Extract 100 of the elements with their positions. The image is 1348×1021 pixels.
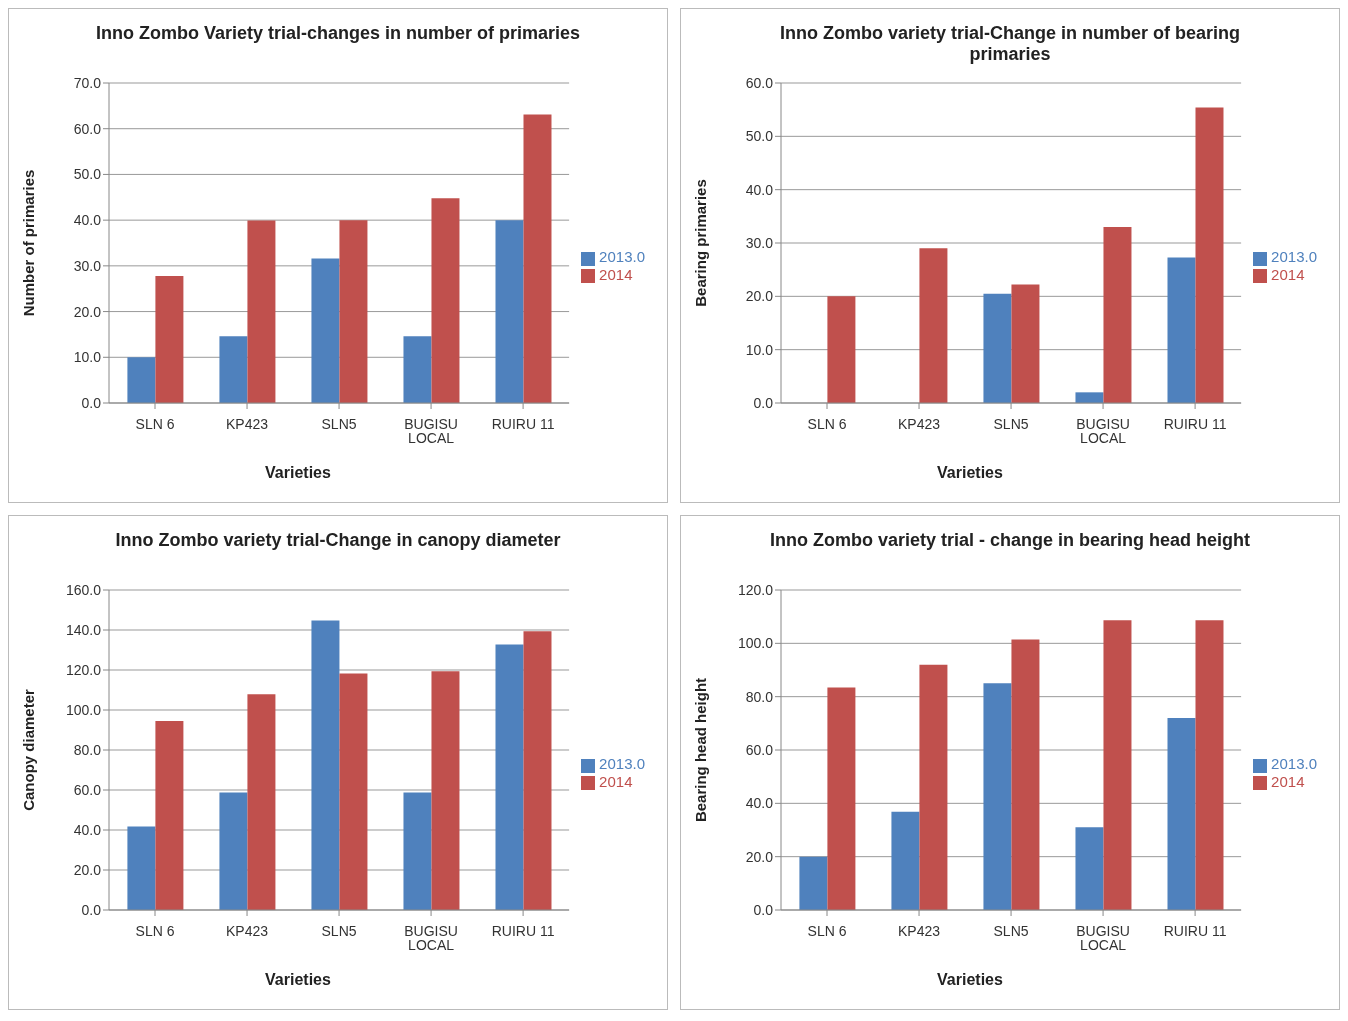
x-tick-label: KP423 bbox=[226, 415, 269, 432]
x-tick-label: RUIRU 11 bbox=[491, 415, 555, 432]
bar bbox=[1195, 620, 1224, 910]
bar bbox=[827, 296, 856, 403]
legend-label: 2014 bbox=[599, 265, 633, 283]
y-tick-label: 160.0 bbox=[65, 581, 102, 598]
bar bbox=[495, 220, 524, 403]
legend-label: 2014 bbox=[599, 772, 633, 790]
x-tick-label: SLN5 bbox=[993, 415, 1029, 432]
y-tick-label: 30.0 bbox=[745, 234, 774, 251]
bar bbox=[827, 687, 856, 910]
bar bbox=[219, 336, 248, 403]
y-tick-label: 20.0 bbox=[745, 848, 774, 865]
legend-label: 2013.0 bbox=[1271, 755, 1317, 773]
bar bbox=[1011, 639, 1040, 910]
y-axis-title: Canopy diameter bbox=[20, 688, 38, 811]
y-tick-label: 100.0 bbox=[65, 701, 102, 718]
y-tick-label: 60.0 bbox=[73, 120, 102, 137]
bar bbox=[311, 258, 340, 403]
chart-title: Inno Zombo Variety trial-changes in number of primaries bbox=[94, 22, 582, 45]
y-tick-label: 70.0 bbox=[73, 74, 102, 91]
bar bbox=[247, 220, 276, 403]
y-tick-label: 60.0 bbox=[745, 74, 774, 91]
bar bbox=[1075, 827, 1104, 910]
bar bbox=[919, 248, 948, 403]
bar bbox=[431, 671, 460, 910]
bar bbox=[1167, 718, 1196, 910]
bar bbox=[127, 357, 156, 403]
y-tick-label: 40.0 bbox=[73, 212, 102, 229]
y-tick-label: 140.0 bbox=[65, 621, 102, 638]
x-tick-label: BUGISU LOCAL bbox=[1076, 415, 1130, 446]
y-tick-label: 120.0 bbox=[65, 661, 102, 678]
bar bbox=[799, 856, 828, 910]
bar bbox=[219, 792, 248, 910]
y-tick-label: 50.0 bbox=[745, 128, 774, 145]
y-tick-label: 40.0 bbox=[745, 795, 774, 812]
bar bbox=[247, 694, 276, 910]
bar bbox=[1195, 107, 1224, 403]
bar bbox=[919, 664, 948, 910]
bar bbox=[339, 673, 368, 910]
bar bbox=[1103, 227, 1132, 403]
x-tick-label: RUIRU 11 bbox=[1163, 922, 1227, 939]
bar bbox=[127, 826, 156, 910]
y-axis-title: Bearing primaries bbox=[692, 179, 710, 307]
y-tick-label: 50.0 bbox=[73, 166, 102, 183]
x-tick-label: SLN5 bbox=[321, 922, 357, 939]
y-tick-label: 0.0 bbox=[81, 394, 102, 411]
bar bbox=[495, 644, 524, 910]
y-tick-label: 80.0 bbox=[73, 741, 102, 758]
x-axis-title: Varieties bbox=[936, 464, 1004, 482]
bar bbox=[403, 792, 432, 910]
bar bbox=[311, 620, 340, 910]
y-tick-label: 0.0 bbox=[753, 901, 774, 918]
legend-label: 2013.0 bbox=[1271, 248, 1317, 266]
x-tick-label: SLN5 bbox=[321, 415, 357, 432]
bar bbox=[983, 293, 1012, 403]
y-tick-label: 100.0 bbox=[737, 635, 774, 652]
x-tick-label: SLN 6 bbox=[807, 922, 847, 939]
x-tick-label: BUGISU LOCAL bbox=[404, 922, 458, 953]
bar bbox=[1075, 392, 1104, 403]
y-tick-label: 40.0 bbox=[745, 181, 774, 198]
y-tick-label: 20.0 bbox=[745, 288, 774, 305]
bar bbox=[983, 683, 1012, 910]
x-tick-label: KP423 bbox=[898, 922, 941, 939]
x-tick-label: RUIRU 11 bbox=[491, 922, 555, 939]
y-tick-label: 20.0 bbox=[73, 303, 102, 320]
bar bbox=[155, 275, 184, 403]
bar bbox=[431, 198, 460, 403]
x-axis-title: Varieties bbox=[936, 971, 1004, 989]
x-axis-title: Varieties bbox=[264, 464, 332, 482]
y-tick-label: 20.0 bbox=[73, 861, 102, 878]
bar bbox=[1103, 620, 1132, 910]
y-tick-label: 30.0 bbox=[73, 257, 102, 274]
legend-label: 2013.0 bbox=[599, 755, 645, 773]
bar bbox=[155, 721, 184, 910]
bar bbox=[1011, 284, 1040, 403]
chart-title: Inno Zombo variety trial-Change in canopy diameter bbox=[114, 529, 562, 552]
legend-label: 2014 bbox=[1271, 772, 1305, 790]
x-axis-title: Varieties bbox=[264, 971, 332, 989]
y-axis-title: Bearing head height bbox=[692, 677, 710, 823]
y-tick-label: 60.0 bbox=[73, 781, 102, 798]
bar bbox=[403, 336, 432, 403]
bar bbox=[523, 114, 552, 403]
bar bbox=[891, 811, 920, 910]
x-tick-label: SLN 6 bbox=[135, 415, 175, 432]
chart-title: Inno Zombo variety trial - change in bearing head height bbox=[768, 529, 1252, 552]
x-tick-label: KP423 bbox=[898, 415, 941, 432]
x-tick-label: SLN5 bbox=[993, 922, 1029, 939]
y-tick-label: 0.0 bbox=[753, 394, 774, 411]
bar bbox=[523, 631, 552, 910]
y-tick-label: 10.0 bbox=[73, 349, 102, 366]
bar bbox=[339, 220, 368, 403]
y-tick-label: 60.0 bbox=[745, 741, 774, 758]
x-tick-label: KP423 bbox=[226, 922, 269, 939]
y-tick-label: 80.0 bbox=[745, 688, 774, 705]
x-tick-label: RUIRU 11 bbox=[1163, 415, 1227, 432]
x-tick-label: SLN 6 bbox=[807, 415, 847, 432]
x-tick-label: SLN 6 bbox=[135, 922, 175, 939]
x-tick-label: BUGISU LOCAL bbox=[1076, 922, 1130, 953]
y-tick-label: 40.0 bbox=[73, 821, 102, 838]
